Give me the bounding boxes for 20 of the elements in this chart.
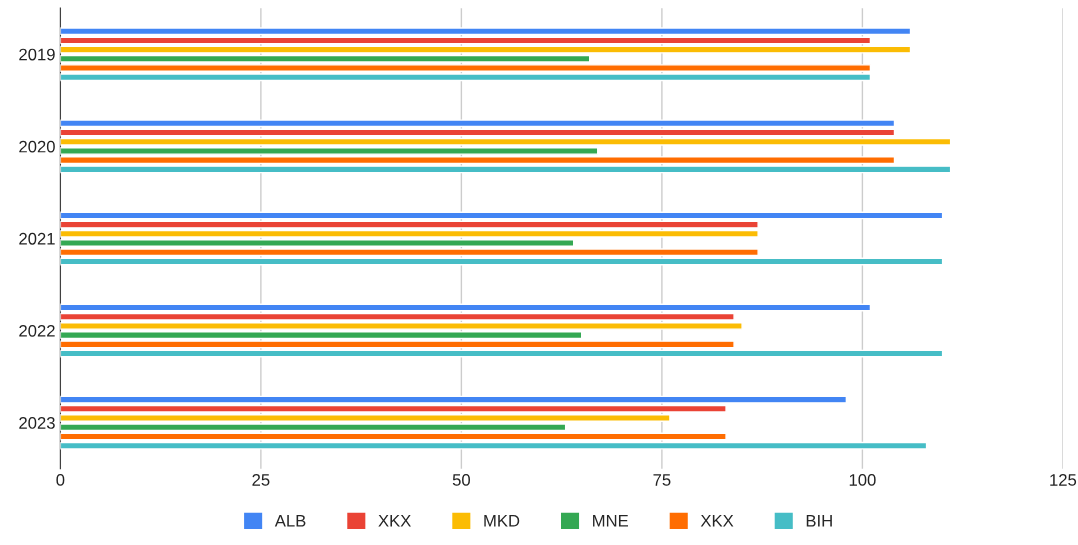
legend-label: XKX	[378, 515, 411, 527]
x-tick-label: 25	[252, 474, 270, 486]
y-tick-label: 2019	[19, 48, 55, 61]
y-tick-label: 2021	[19, 232, 55, 245]
legend-label: XKX	[700, 515, 734, 527]
bar	[60, 441, 928, 450]
legend-label: BIH	[806, 515, 832, 527]
x-tick-label: 75	[653, 474, 671, 486]
legend-label: MNE	[593, 515, 629, 527]
x-tick-label: 0	[56, 474, 65, 486]
y-tick-label: 2020	[19, 140, 55, 153]
legend-label: MKD	[484, 515, 520, 527]
legend-label: ALB	[274, 515, 306, 527]
bar	[60, 211, 944, 220]
y-tick-label: 2023	[19, 417, 55, 429]
y-tick-label: 2022	[19, 324, 55, 337]
x-tick-label: 100	[849, 474, 876, 486]
x-tick-label: 125	[1050, 474, 1077, 486]
bar	[60, 119, 896, 128]
x-tick-label: 50	[452, 474, 470, 486]
